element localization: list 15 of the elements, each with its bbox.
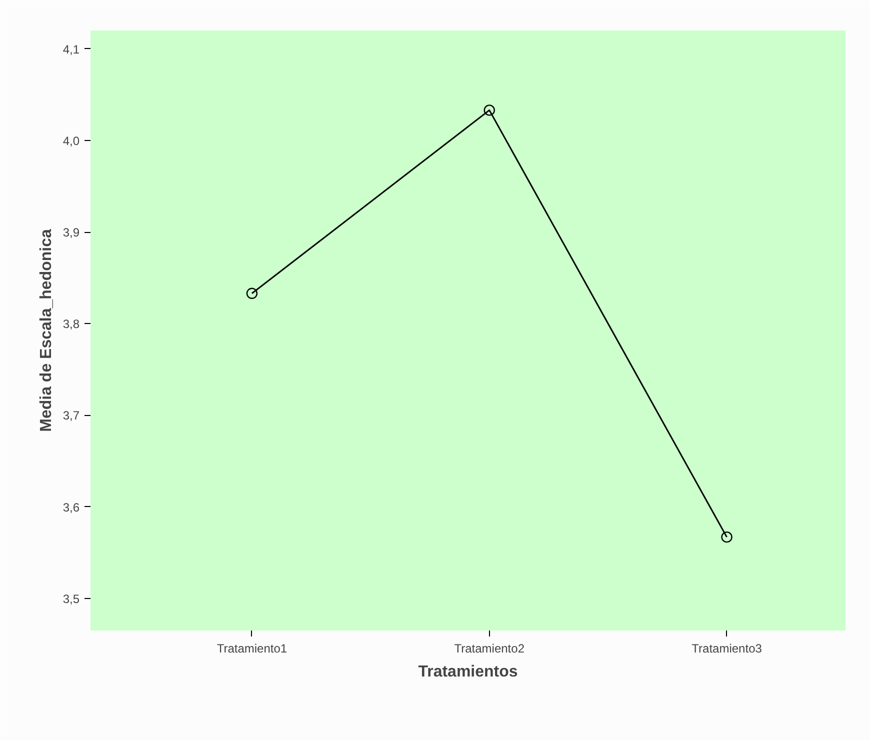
y-tick-label: 3,8 [62, 317, 80, 332]
y-tick-label: 4,1 [62, 42, 80, 56]
x-tick-label: Tratamiento1 [216, 642, 288, 656]
point [721, 531, 732, 543]
y-tick-label: 3,9 [62, 226, 80, 240]
x-tick-label: Tratamiento2 [454, 642, 525, 656]
point [246, 288, 258, 299]
x-axis-title: Tratamientos [418, 664, 518, 680]
y-tick-label: 4,0 [62, 134, 80, 148]
y-tick-label: 3,5 [62, 592, 80, 606]
y-tick-label: 3,6 [62, 500, 80, 514]
y-axis-title: Media de Escala_hedonica [38, 229, 55, 432]
x-tick-label: Tratamiento3 [692, 642, 762, 656]
y-tick-label: 3,7 [62, 408, 80, 423]
point [484, 104, 495, 116]
